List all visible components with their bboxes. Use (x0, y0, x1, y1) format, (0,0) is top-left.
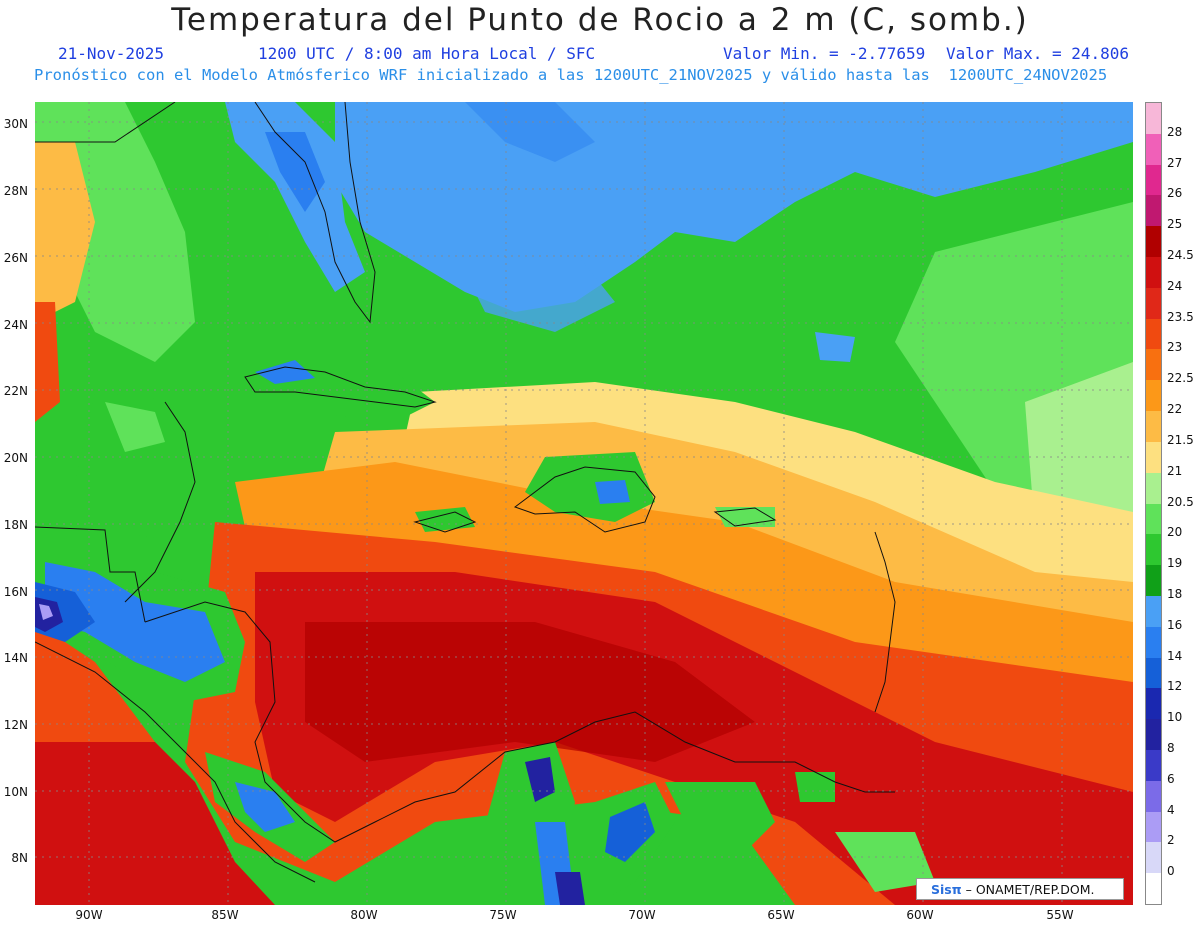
date-label: 21-Nov-2025 (58, 44, 164, 63)
colorbar-segment (1146, 780, 1161, 813)
lon-label-75W: 75W (489, 908, 517, 922)
colorbar-label-22: 22 (1167, 402, 1183, 417)
colorbar-segment (1146, 133, 1161, 166)
lat-label-12N: 12N (3, 718, 28, 732)
colorbar-segment (1146, 842, 1161, 874)
lat-label-22N: 22N (3, 384, 28, 398)
colorbar-segment (1146, 287, 1161, 320)
colorbar-segment (1146, 195, 1161, 227)
colorbar-label-16: 16 (1167, 617, 1183, 632)
colorbar-label-22.5: 22.5 (1167, 371, 1194, 386)
lon-label-80W: 80W (350, 908, 378, 922)
colorbar-segment (1146, 164, 1161, 196)
lat-label-30N: 30N (3, 117, 28, 131)
colorbar-label-20: 20 (1167, 525, 1183, 540)
colorbar-label-23.5: 23.5 (1167, 309, 1194, 324)
max-value: Valor Max. = 24.806 (946, 44, 1130, 63)
colorbar-label-12: 12 (1167, 679, 1183, 694)
colorbar-label-26: 26 (1167, 186, 1183, 201)
colorbar-label-19: 19 (1167, 556, 1183, 571)
colorbar-segment (1146, 534, 1161, 566)
colorbar-label-0: 0 (1167, 864, 1175, 879)
colorbar-segment (1146, 688, 1161, 720)
colorbar-segment (1146, 565, 1161, 597)
colorbar-label-6: 6 (1167, 771, 1175, 786)
lon-label-85W: 85W (211, 908, 239, 922)
colorbar-label-21: 21 (1167, 463, 1183, 478)
forecast-info: Pronóstico con el Modelo Atmósferico WRF… (34, 66, 1108, 84)
lat-label-10N: 10N (3, 785, 28, 799)
colorbar-label-28: 28 (1167, 124, 1183, 139)
coastlines (35, 102, 896, 883)
colorbar-segment (1146, 472, 1161, 504)
colorbar-segment (1146, 811, 1161, 843)
colorbar-segment (1146, 503, 1161, 535)
lon-label-60W: 60W (906, 908, 934, 922)
colorbar-label-25: 25 (1167, 217, 1183, 232)
colorbar-label-4: 4 (1167, 802, 1175, 817)
colorbar-label-10: 10 (1167, 710, 1183, 725)
colorbar-label-20.5: 20.5 (1167, 494, 1194, 509)
colorbar-segment (1146, 103, 1161, 135)
dewpoint-map (35, 102, 1133, 905)
colorbar-label-8: 8 (1167, 740, 1175, 755)
colorbar-label-14: 14 (1167, 648, 1183, 663)
colorbar-segment (1146, 226, 1161, 258)
colorbar-segment (1146, 873, 1161, 905)
colorbar-segment (1146, 257, 1161, 289)
lat-label-16N: 16N (3, 585, 28, 599)
lon-label-90W: 90W (75, 908, 103, 922)
colorbar-segment (1146, 349, 1161, 381)
colorbar-label-24: 24 (1167, 278, 1183, 293)
colorbar-label-27: 27 (1167, 155, 1183, 170)
lon-label-70W: 70W (628, 908, 656, 922)
lat-label-14N: 14N (3, 651, 28, 665)
colorbar-label-18: 18 (1167, 586, 1183, 601)
credit-box: Sisπ – ONAMET/REP.DOM. (916, 878, 1124, 900)
lat-label-8N: 8N (11, 851, 28, 865)
colorbar-label-23: 23 (1167, 340, 1183, 355)
lat-label-26N: 26N (3, 251, 28, 265)
colorbar-label-24.5: 24.5 (1167, 248, 1194, 263)
colorbar-segment (1146, 657, 1161, 689)
colorbar-segment (1146, 441, 1161, 474)
lat-label-20N: 20N (3, 451, 28, 465)
map-title: Temperatura del Punto de Rocio a 2 m (C,… (171, 2, 1029, 38)
colorbar (1145, 102, 1162, 905)
lat-label-18N: 18N (3, 518, 28, 532)
colorbar-segment (1146, 318, 1161, 350)
lon-label-55W: 55W (1046, 908, 1074, 922)
colorbar-label-21.5: 21.5 (1167, 432, 1194, 447)
lat-label-28N: 28N (3, 184, 28, 198)
credit-text: – ONAMET/REP.DOM. (965, 882, 1095, 897)
colorbar-segment (1146, 595, 1161, 628)
time-info: 1200 UTC / 8:00 am Hora Local / SFC (258, 44, 596, 63)
min-value: Valor Min. = -2.77659 (723, 44, 926, 63)
map-svg (35, 102, 1133, 905)
colorbar-segment (1146, 626, 1161, 659)
colorbar-segment (1146, 719, 1161, 751)
colorbar-label-2: 2 (1167, 833, 1175, 848)
colorbar-segment (1146, 749, 1161, 782)
lat-label-24N: 24N (3, 318, 28, 332)
lon-label-65W: 65W (767, 908, 795, 922)
colorbar-segment (1146, 411, 1161, 443)
colorbar-segment (1146, 380, 1161, 412)
sispi-logo: Sisπ (931, 882, 962, 897)
